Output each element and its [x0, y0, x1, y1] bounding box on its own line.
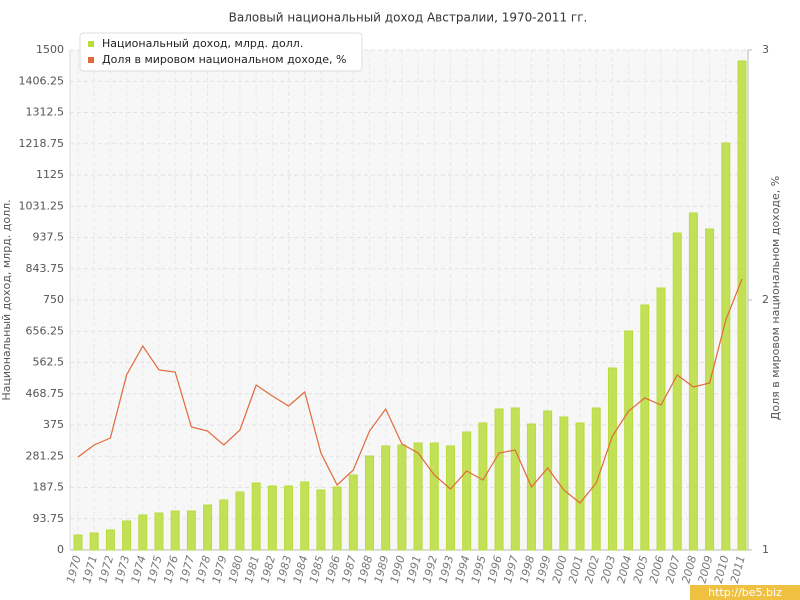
- y-axis-title: Национальный доход, млрд. долл.: [0, 199, 13, 400]
- bar: [138, 514, 148, 551]
- y-tick-label: 375: [43, 418, 64, 431]
- bar: [316, 489, 326, 551]
- legend-swatch: [88, 57, 94, 63]
- bar: [251, 482, 261, 551]
- y-tick-label: 656.25: [26, 324, 65, 337]
- bar: [381, 445, 391, 551]
- y-tick-label: 1218.75: [19, 137, 65, 150]
- y-tick-label: 1031.25: [19, 199, 65, 212]
- bar: [105, 529, 115, 551]
- watermark: http://be5.biz: [708, 586, 782, 599]
- bar: [640, 304, 650, 551]
- bar: [429, 442, 439, 551]
- bar: [575, 422, 585, 551]
- legend-box: [79, 32, 363, 72]
- bar: [737, 60, 747, 551]
- bar: [445, 445, 455, 551]
- bar: [203, 504, 213, 551]
- bar: [89, 532, 99, 551]
- bar: [721, 142, 731, 551]
- y2-tick-label: 3: [762, 43, 769, 56]
- y-tick-label: 468.75: [26, 387, 65, 400]
- bar: [170, 510, 180, 551]
- y-tick-label: 0: [57, 543, 64, 556]
- bar: [607, 367, 617, 551]
- y-tick-label: 1406.25: [19, 74, 65, 87]
- y-tick-label: 281.25: [26, 449, 65, 462]
- y-tick-label: 937.5: [33, 231, 65, 244]
- bar: [543, 410, 553, 551]
- y2-axis-title: Доля в мировом национальном доходе, %: [769, 176, 782, 420]
- y-tick-label: 562.5: [33, 356, 65, 369]
- bar: [559, 416, 569, 551]
- bar: [397, 444, 407, 551]
- line: [77, 278, 743, 504]
- bar: [591, 407, 601, 551]
- bar: [186, 510, 196, 551]
- bar: [494, 408, 504, 551]
- bar: [672, 232, 682, 551]
- y2-tick-label: 1: [762, 543, 769, 556]
- y-tick-label: 187.5: [33, 481, 65, 494]
- watermark-bg: [690, 585, 800, 600]
- marks: [73, 60, 747, 551]
- bar: [267, 485, 277, 551]
- bar: [624, 330, 634, 551]
- bar: [462, 431, 472, 551]
- legend-label: Доля в мировом национальном доходе, %: [102, 53, 346, 66]
- bar: [332, 486, 342, 551]
- y-tick-label: 843.75: [26, 262, 65, 275]
- bar: [656, 287, 666, 551]
- bar: [413, 442, 423, 551]
- bar: [688, 212, 698, 551]
- bar: [219, 499, 229, 551]
- bar: [705, 228, 715, 551]
- chart-title: Валовый национальный доход Австралии, 19…: [229, 11, 588, 25]
- legend-label: Национальный доход, млрд. долл.: [102, 37, 303, 50]
- bar: [122, 520, 132, 551]
- legend: Национальный доход, млрд. долл. Доля в ми…: [79, 32, 363, 72]
- bar: [510, 407, 520, 551]
- y-tick-label: 1125: [36, 168, 64, 181]
- bar: [348, 474, 358, 551]
- y-tick-label: 1500: [36, 43, 64, 56]
- y-tick-label: 750: [43, 293, 64, 306]
- bar: [478, 422, 488, 551]
- bar: [235, 491, 245, 551]
- y-tick-label: 1312.5: [26, 106, 65, 119]
- y-tick-label: 93.75: [33, 512, 65, 525]
- bar: [365, 455, 375, 551]
- legend-swatch: [88, 41, 94, 47]
- y2-tick-label: 2: [762, 293, 769, 306]
- bar: [154, 512, 164, 551]
- bar: [73, 534, 83, 551]
- bar: [300, 481, 310, 551]
- bar: [284, 485, 294, 551]
